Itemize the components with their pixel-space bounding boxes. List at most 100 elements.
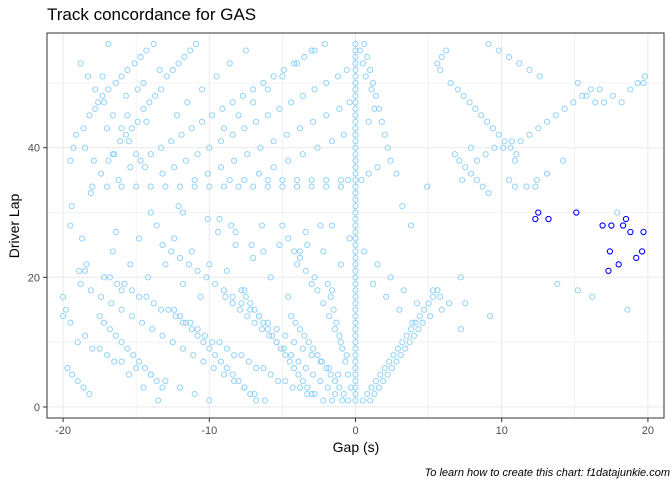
lap-point [352, 352, 359, 359]
lap-point [213, 73, 220, 80]
lap-point [223, 345, 230, 352]
lap-point [68, 371, 75, 378]
lap-point [352, 274, 359, 281]
lap-point [188, 125, 195, 132]
y-tick-label: 40 [28, 143, 40, 155]
other-laps-points [60, 40, 649, 404]
lap-point [634, 79, 641, 86]
lap-point [507, 144, 514, 151]
lap-point [187, 47, 194, 54]
lap-point [169, 339, 176, 346]
lap-point [601, 99, 608, 106]
lap-point [561, 105, 568, 112]
lap-point [146, 99, 153, 106]
lap-point [133, 151, 140, 158]
lap-point [352, 47, 359, 54]
lap-point [352, 235, 359, 242]
lap-point [375, 384, 382, 391]
lap-point [314, 352, 321, 359]
lap-point [95, 99, 102, 106]
lap-point [231, 352, 238, 359]
lap-point [188, 326, 195, 333]
lap-point [165, 306, 172, 313]
lap-point [112, 79, 119, 86]
lap-point [100, 99, 108, 106]
lap-point [352, 365, 359, 372]
lap-point [310, 371, 317, 378]
highlighted-lap-point [627, 228, 634, 236]
lap-point [157, 86, 165, 93]
lap-point [352, 241, 359, 248]
lap-point [212, 352, 219, 359]
lap-point [352, 118, 359, 125]
lap-point [429, 293, 437, 300]
lap-point [324, 384, 331, 391]
lap-point [331, 378, 339, 385]
lap-point [111, 358, 118, 365]
lap-point [122, 92, 129, 99]
lap-point [352, 248, 359, 255]
lap-point [323, 365, 330, 372]
lap-point [459, 177, 466, 184]
lap-point [118, 306, 125, 313]
lap-point [343, 66, 350, 73]
lap-point [147, 209, 154, 216]
lap-point [368, 86, 375, 93]
lap-point [155, 397, 162, 404]
lap-point [343, 352, 350, 359]
lap-point [231, 378, 238, 385]
lap-point [118, 358, 125, 365]
lap-point [238, 352, 245, 359]
lap-point [149, 326, 156, 333]
lap-point [352, 177, 359, 184]
lap-point [337, 177, 344, 184]
lap-point [327, 371, 334, 378]
lap-point [247, 390, 254, 398]
lap-point [280, 66, 287, 73]
lap-point [301, 332, 308, 339]
lap-point [482, 151, 489, 158]
lap-point [320, 300, 327, 307]
lap-point [206, 183, 213, 190]
lap-point [329, 397, 336, 404]
lap-point [134, 86, 141, 93]
lap-point [339, 345, 346, 352]
lap-point [438, 53, 445, 61]
lap-point [84, 73, 91, 80]
lap-point [371, 105, 378, 112]
lap-point [140, 105, 147, 112]
lap-point [81, 144, 89, 151]
lap-point [118, 73, 125, 80]
lap-point [358, 177, 365, 184]
lap-point [403, 332, 410, 339]
lap-point [266, 332, 273, 339]
lap-point [89, 345, 96, 352]
lap-point [128, 313, 135, 320]
lap-point [377, 371, 384, 378]
lap-point [486, 313, 494, 320]
lap-point [141, 164, 149, 171]
chart-caption: To learn how to create this chart: f1dat… [425, 467, 670, 479]
lap-point [245, 358, 252, 365]
lap-point [406, 339, 413, 346]
lap-point [153, 378, 160, 385]
lap-point [137, 157, 144, 164]
lap-point [64, 365, 71, 372]
lap-point [140, 79, 147, 86]
lap-point [204, 215, 211, 223]
lap-point [204, 170, 211, 177]
lap-point [526, 131, 533, 138]
lap-point [188, 248, 195, 255]
x-tick-label: 0 [352, 425, 358, 437]
lap-point [191, 183, 198, 190]
lap-point [339, 397, 346, 404]
lap-point [352, 125, 359, 132]
lap-point [258, 222, 265, 229]
lap-point [321, 40, 328, 48]
lap-point [131, 60, 138, 67]
lap-point [209, 112, 216, 119]
x-tick-label: -20 [55, 425, 71, 437]
lap-point [191, 390, 198, 398]
lap-point [201, 332, 208, 339]
x-axis: -20 -10 0 10 20 [55, 418, 654, 437]
